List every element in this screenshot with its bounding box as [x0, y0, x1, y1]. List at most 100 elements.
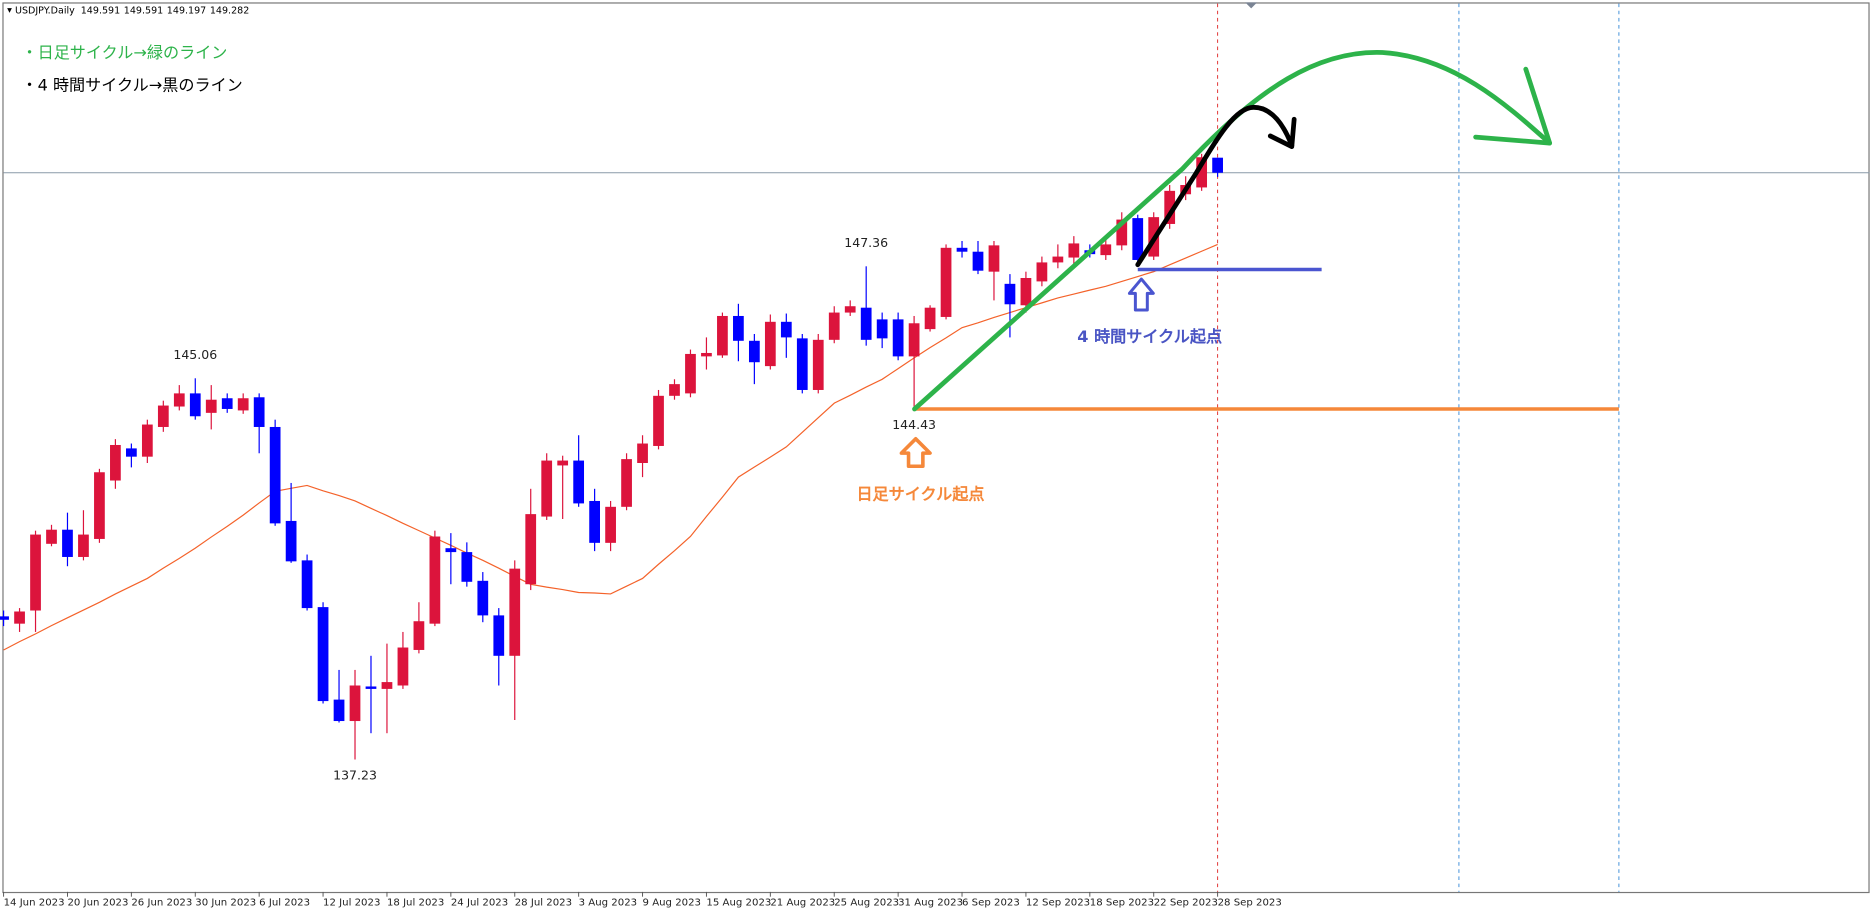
candle-body: [1196, 157, 1208, 188]
candle-body: [1212, 157, 1223, 173]
daily-start-label: 日足サイクル起点: [856, 484, 984, 503]
candle-body: [110, 444, 121, 481]
header-low: 149.197: [167, 5, 206, 16]
candle-body: [541, 460, 553, 517]
candle-body: [860, 307, 872, 340]
candle-body: [46, 529, 57, 544]
candle-body: [589, 500, 600, 543]
candle-body: [429, 536, 441, 624]
symbol: USDJPY.Daily: [15, 5, 75, 16]
x-tick-label: 6 Jul 2023: [259, 898, 310, 909]
candle-body: [844, 306, 856, 313]
candle-body: [365, 686, 377, 689]
candle-body: [1164, 190, 1176, 224]
candle-body: [573, 460, 585, 504]
x-tick-label: 18 Sep 2023: [1090, 898, 1154, 909]
candle-body: [173, 393, 185, 407]
candle-body: [748, 340, 760, 363]
candle-body: [62, 529, 73, 557]
candle-body: [764, 321, 776, 367]
x-tick-label: 6 Sep 2023: [962, 898, 1020, 909]
candle-body: [653, 395, 664, 446]
plot-frame: [2, 2, 1870, 894]
h4-cycle-line: [1135, 104, 1295, 268]
x-tick-label: 30 Jun 2023: [195, 898, 256, 909]
candle-body: [924, 307, 936, 330]
candle-body: [493, 615, 505, 656]
daily-legend: ・日足サイクル→緑のライン: [21, 43, 227, 62]
symbol-header: ▾ USDJPY.Daily 149.591 149.591 149.197 149.2…: [7, 5, 249, 16]
candle-body: [445, 548, 457, 553]
candle-body: [237, 398, 249, 411]
candle-body: [413, 621, 425, 650]
candle-body: [157, 405, 169, 427]
candle-body: [1020, 277, 1032, 306]
x-tick-label: 25 Aug 2023: [834, 898, 899, 909]
candle-body: [349, 685, 361, 722]
x-tick-label: 22 Sep 2023: [1154, 898, 1218, 909]
h4-legend: ・4 時間サイクル→黒のライン: [21, 75, 242, 94]
x-tick-label: 3 Aug 2023: [579, 898, 637, 909]
candle-body: [141, 424, 153, 457]
series-layer: [0, 3, 1870, 892]
daily-start-arrow: [899, 437, 932, 469]
candle-body: [637, 443, 648, 464]
candle-body: [461, 552, 473, 582]
candle-body: [126, 448, 137, 457]
candle-body: [1132, 218, 1144, 260]
candle-body: [397, 647, 409, 686]
shift-marker: [1245, 2, 1258, 9]
candle-body: [1100, 244, 1112, 256]
extreme-price-label: 144.43: [892, 417, 936, 432]
candle-body: [621, 459, 632, 507]
candle-body: [221, 398, 233, 409]
x-tick-label: 20 Jun 2023: [67, 898, 128, 909]
x-tick-label: 9 Aug 2023: [643, 898, 701, 909]
header-high: 149.591: [124, 5, 163, 16]
candle-body: [30, 534, 41, 611]
x-tick-label: 15 Aug 2023: [706, 898, 771, 909]
x-tick-label: 26 Jun 2023: [131, 898, 192, 909]
candle-body: [828, 312, 840, 340]
candle-body: [1052, 256, 1064, 263]
candle-body: [685, 353, 696, 394]
candle-body: [525, 514, 537, 585]
candle-body: [812, 339, 824, 390]
candle-body: [669, 384, 680, 396]
candle-body: [509, 568, 521, 656]
candle-body: [1036, 262, 1048, 282]
candle-body: [1068, 243, 1080, 258]
candle-body: [972, 251, 984, 271]
extreme-price-label: 145.06: [173, 347, 217, 362]
x-tick-label: 28 Jul 2023: [515, 898, 572, 909]
header-open: 149.591: [81, 5, 120, 16]
candle-body: [796, 338, 808, 390]
candle-body: [78, 534, 89, 557]
candle-body: [717, 315, 728, 356]
x-tick-label: 14 Jun 2023: [4, 898, 65, 909]
candle-body: [301, 560, 313, 609]
h4-cycle-arrowhead: [1267, 116, 1297, 150]
candle-body: [317, 607, 329, 702]
candle-body: [253, 397, 265, 427]
candle-body: [892, 319, 904, 357]
candle-body: [940, 247, 952, 317]
candle-body: [285, 520, 297, 562]
candle-body: [189, 393, 201, 417]
x-tick-label: 31 Aug 2023: [898, 898, 963, 909]
candle-body: [477, 580, 489, 616]
x-tick-label: 18 Jul 2023: [387, 898, 444, 909]
h4-start-arrow: [1127, 277, 1155, 312]
candle-body: [701, 352, 712, 357]
candle-body: [988, 245, 1000, 272]
x-tick-label: 24 Jul 2023: [451, 898, 508, 909]
x-tick-label: 12 Jul 2023: [323, 898, 380, 909]
candle-body: [1004, 283, 1016, 305]
candle-body: [269, 426, 281, 524]
h4-start-label: 4 時間サイクル起点: [1077, 327, 1222, 346]
x-tick-label: 12 Sep 2023: [1026, 898, 1090, 909]
candle-body: [605, 506, 616, 543]
candle-body: [780, 321, 792, 338]
candle-body: [14, 611, 25, 624]
